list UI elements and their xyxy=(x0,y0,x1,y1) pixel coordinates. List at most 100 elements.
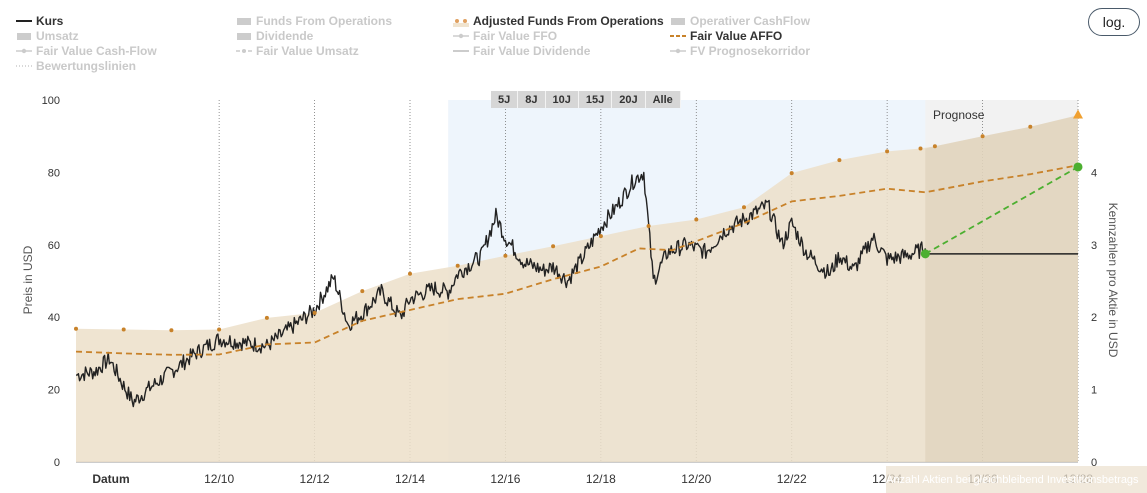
affo-point xyxy=(408,271,412,276)
affo-area xyxy=(76,115,1078,462)
y-tick-label: 20 xyxy=(48,385,60,397)
legend-item-label: Fair Value Dividende xyxy=(473,44,591,58)
legend-item[interactable]: Operativer CashFlow xyxy=(670,14,810,28)
y2-axis-label: Kennzahlen pro Aktie in USD xyxy=(1106,203,1120,358)
legend-item-label: Fair Value Cash-Flow xyxy=(36,44,157,58)
y-tick-label: 80 xyxy=(48,167,60,179)
y-tick-label: 100 xyxy=(42,95,60,107)
affo-point xyxy=(980,134,985,139)
x-tick-label: 12/12 xyxy=(300,472,330,486)
legend-item[interactable]: Fair Value Cash-Flow xyxy=(16,44,157,58)
y-tick-label: 0 xyxy=(54,457,60,469)
zoom-button-5j[interactable]: 5J xyxy=(491,91,519,108)
zoom-button-15j[interactable]: 15J xyxy=(578,91,613,108)
share-count-caption: Anzahl Aktien bei gleichbleibend Investi… xyxy=(886,466,1147,493)
legend-item-label: Umsatz xyxy=(36,29,79,43)
legend-dotline-icon xyxy=(670,45,686,57)
affo-point xyxy=(455,263,460,268)
zoom-button-8j[interactable]: 8J xyxy=(518,91,546,108)
y2-tick-label: 1 xyxy=(1091,385,1097,397)
legend-area-icon xyxy=(236,15,252,27)
legend-dotline-icon xyxy=(453,30,469,42)
affo-point xyxy=(121,327,126,332)
affo-point xyxy=(789,171,794,176)
affo-point xyxy=(918,146,923,151)
legend-item-label: Operativer CashFlow xyxy=(690,14,811,28)
legend-item[interactable]: Fair Value AFFO xyxy=(670,29,782,43)
affo-point xyxy=(264,315,269,320)
legend-item[interactable]: Fair Value Umsatz xyxy=(236,44,359,58)
legend-dotted-icon xyxy=(16,60,32,72)
x-axis-label: Datum xyxy=(92,472,129,486)
legend-line-icon xyxy=(16,15,32,27)
legend-item[interactable]: Adjusted Funds From Operations xyxy=(453,14,664,28)
legend-dotline-icon xyxy=(16,45,32,57)
affo-point xyxy=(360,289,365,294)
legend-area-icon xyxy=(16,30,32,42)
zoom-selector: 5J 8J 10J 15J 20J Alle xyxy=(491,91,681,108)
legend-dashed-icon xyxy=(670,30,686,42)
affo-point xyxy=(694,217,699,222)
affo-forecast-area xyxy=(925,115,1078,462)
affo-point xyxy=(885,149,890,154)
zoom-button-alle[interactable]: Alle xyxy=(645,91,681,108)
affo-point xyxy=(646,224,651,228)
share-count-caption-text: Anzahl Aktien bei gleichbleibend Investi… xyxy=(886,473,1139,486)
affo-point xyxy=(312,310,317,315)
log-scale-button[interactable]: log. xyxy=(1088,8,1140,36)
affo-point xyxy=(742,205,746,210)
legend-item-label: Fair Value FFO xyxy=(473,29,558,43)
legend-item[interactable]: Kurs xyxy=(16,14,63,28)
x-tick-label: 12/14 xyxy=(395,472,425,486)
x-tick-label: 12/20 xyxy=(681,472,711,486)
legend-item-label: Funds From Operations xyxy=(256,14,393,28)
legend-item-label: Fair Value Umsatz xyxy=(256,44,359,58)
legend-area-icon xyxy=(670,15,686,27)
affo-point xyxy=(169,328,174,333)
y2-tick-label: 2 xyxy=(1091,312,1097,324)
affo-point xyxy=(598,234,603,239)
affo-point xyxy=(217,327,222,332)
x-tick-label: 12/16 xyxy=(490,472,520,486)
affo-point xyxy=(503,253,508,258)
legend-item[interactable]: Umsatz xyxy=(16,29,79,43)
x-tick-label: 12/18 xyxy=(586,472,616,486)
forecast-start-point xyxy=(920,249,930,259)
y2-tick-label: 3 xyxy=(1091,240,1097,252)
price-line xyxy=(76,171,926,408)
legend-dashdot-icon xyxy=(236,45,252,57)
legend-item[interactable]: Dividende xyxy=(236,29,313,43)
legend-area-icon xyxy=(236,30,252,42)
zoom-button-10j[interactable]: 10J xyxy=(545,91,579,108)
zoom-button-20j[interactable]: 20J xyxy=(612,91,646,108)
affo-forecast-end-marker xyxy=(1073,109,1083,119)
y2-tick-label: 4 xyxy=(1091,167,1097,179)
x-tick-label: 12/10 xyxy=(204,472,234,486)
y-tick-label: 40 xyxy=(48,312,60,324)
legend-item-label: Bewertungslinien xyxy=(36,59,137,73)
legend-item-label: Adjusted Funds From Operations xyxy=(473,14,664,28)
prognose-label: Prognose xyxy=(933,108,985,122)
legend-item-label: Dividende xyxy=(256,29,314,43)
legend-item[interactable]: Fair Value Dividende xyxy=(453,44,590,58)
affo-point xyxy=(551,244,556,249)
legend-item[interactable]: Funds From Operations xyxy=(236,14,392,28)
legend-line-icon xyxy=(453,45,469,57)
legend-dots-icon xyxy=(453,15,469,27)
legend-item[interactable]: Bewertungslinien xyxy=(16,59,136,73)
legend-item-label: Kurs xyxy=(36,14,64,28)
fair-value-affo-line xyxy=(76,164,1078,356)
affo-point xyxy=(837,158,842,163)
forecast-end-point xyxy=(1073,162,1083,172)
legend-item-label: FV Prognosekorridor xyxy=(690,44,811,58)
affo-point xyxy=(1028,124,1033,129)
legend: Kurs Umsatz Fair Value Cash-Flow Bewertungs… xyxy=(0,0,1080,80)
y-axis-label: Preis in USD xyxy=(21,245,35,314)
legend-item[interactable]: Fair Value FFO xyxy=(453,29,557,43)
legend-item-label: Fair Value AFFO xyxy=(690,29,783,43)
affo-point xyxy=(932,144,937,149)
y-tick-label: 60 xyxy=(48,240,60,252)
affo-point xyxy=(74,326,78,331)
legend-item[interactable]: FV Prognosekorridor xyxy=(670,44,810,58)
